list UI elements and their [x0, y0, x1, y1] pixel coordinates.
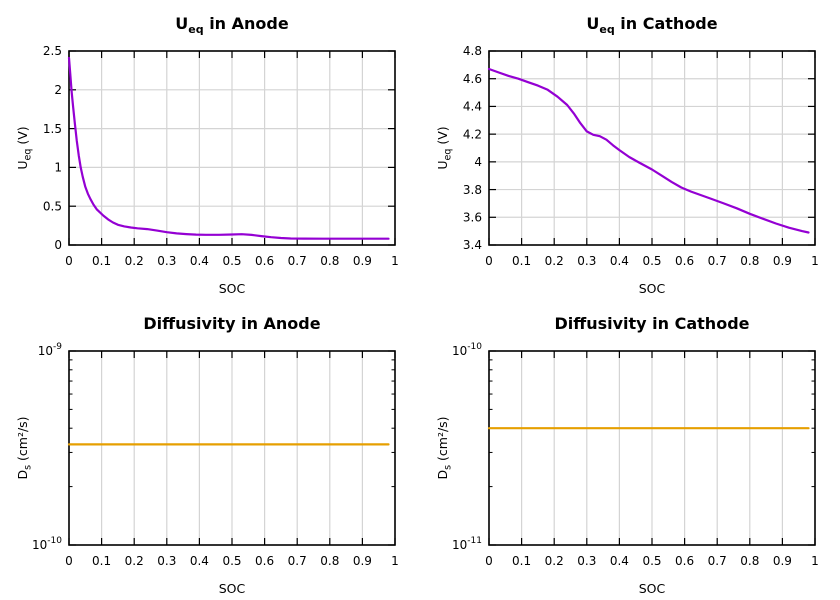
svg-text:4.4: 4.4: [463, 100, 482, 114]
svg-text:0.5: 0.5: [222, 554, 241, 568]
svg-text:0.7: 0.7: [288, 254, 307, 268]
svg-text:4.6: 4.6: [463, 72, 482, 86]
diffusivity-anode-plot-canvas: 0 0.1 0.2 0.3 0.4 0.5 0.6 0.7 0.8 0.9 1 10-10 10-9: [32, 342, 399, 568]
svg-text:1: 1: [391, 554, 399, 568]
svg-text:0: 0: [485, 554, 493, 568]
svg-text:0.4: 0.4: [610, 554, 629, 568]
svg-text:4: 4: [474, 155, 482, 169]
subplot-diffusivity-anode: 0 0.1 0.2 0.3 0.4 0.5 0.6 0.7 0.8 0.9 1 10-10 10-9 D…: [0, 300, 420, 600]
svg-text:0.1: 0.1: [92, 554, 111, 568]
ueq-anode-x-axis-label: SOC: [218, 281, 246, 296]
svg-text:0.4: 0.4: [190, 254, 209, 268]
svg-text:0.3: 0.3: [157, 254, 176, 268]
svg-text:0.4: 0.4: [610, 254, 629, 268]
svg-text:0.6: 0.6: [675, 554, 694, 568]
svg-text:1: 1: [811, 554, 819, 568]
svg-text:1: 1: [391, 254, 399, 268]
svg-text:0.2: 0.2: [125, 254, 144, 268]
svg-text:0: 0: [65, 554, 73, 568]
svg-text:1: 1: [811, 254, 819, 268]
svg-text:0.5: 0.5: [642, 254, 661, 268]
ueq-anode-title: Ueq in Anode: [175, 14, 289, 37]
svg-text:0.1: 0.1: [512, 254, 531, 268]
svg-text:0.9: 0.9: [773, 254, 792, 268]
svg-text:0.9: 0.9: [353, 554, 372, 568]
subplot-ueq-cathode: 0 0.1 0.2 0.3 0.4 0.5 0.6 0.7 0.8 0.9 1 3.4 3.6 3.8 4 4…: [420, 0, 840, 300]
ueq-cathode-y-axis-label: Ueq (V): [434, 126, 454, 170]
svg-text:0: 0: [54, 238, 62, 252]
svg-text:10-9: 10-9: [38, 342, 63, 358]
svg-text:0.3: 0.3: [157, 554, 176, 568]
svg-text:2.5: 2.5: [43, 44, 62, 58]
svg-text:0.5: 0.5: [642, 554, 661, 568]
ueq-anode-y-axis-label: Ueq (V): [14, 126, 34, 170]
svg-text:0.3: 0.3: [577, 554, 596, 568]
svg-text:0: 0: [65, 254, 73, 268]
svg-text:0.2: 0.2: [545, 554, 564, 568]
svg-text:0.9: 0.9: [773, 554, 792, 568]
svg-text:0.3: 0.3: [577, 254, 596, 268]
svg-text:0.4: 0.4: [190, 554, 209, 568]
svg-text:10-11: 10-11: [452, 536, 482, 552]
ueq-cathode-x-axis-label: SOC: [638, 281, 666, 296]
svg-text:2: 2: [54, 83, 62, 97]
svg-text:3.4: 3.4: [463, 238, 482, 252]
svg-text:4.2: 4.2: [463, 127, 482, 141]
svg-text:0.1: 0.1: [512, 554, 531, 568]
svg-text:1.5: 1.5: [43, 122, 62, 136]
svg-text:10-10: 10-10: [452, 342, 482, 358]
diffusivity-cathode-y-axis-label: Ds (cm²/s): [434, 416, 454, 480]
svg-text:0.7: 0.7: [708, 254, 727, 268]
svg-text:3.6: 3.6: [463, 211, 482, 225]
diffusivity-cathode-plot-canvas: 0 0.1 0.2 0.3 0.4 0.5 0.6 0.7 0.8 0.9 1 10-11 10-10: [452, 342, 819, 568]
svg-text:1: 1: [54, 161, 62, 175]
diffusivity-anode-x-axis-label: SOC: [218, 581, 246, 596]
svg-text:0.7: 0.7: [708, 554, 727, 568]
svg-text:0.6: 0.6: [255, 254, 274, 268]
svg-text:0.5: 0.5: [222, 254, 241, 268]
svg-text:4.8: 4.8: [463, 44, 482, 58]
svg-text:0: 0: [485, 254, 493, 268]
svg-text:0.5: 0.5: [43, 199, 62, 213]
subplot-diffusivity-cathode: 0 0.1 0.2 0.3 0.4 0.5 0.6 0.7 0.8 0.9 1 10-11 10-10 …: [420, 300, 840, 600]
ueq-anode-plot-canvas: 0 0.1 0.2 0.3 0.4 0.5 0.6 0.7 0.8 0.9 1 0 0.5 1 1.5 2 2.…: [43, 44, 399, 268]
svg-text:0.8: 0.8: [320, 254, 339, 268]
ueq-cathode-plot-canvas: 0 0.1 0.2 0.3 0.4 0.5 0.6 0.7 0.8 0.9 1 3.4 3.6 3.8 4 4…: [463, 44, 819, 268]
diffusivity-anode-title: Diffusivity in Anode: [143, 314, 321, 333]
diffusivity-cathode-title: Diffusivity in Cathode: [554, 314, 750, 333]
subplot-ueq-anode: 0 0.1 0.2 0.3 0.4 0.5 0.6 0.7 0.8 0.9 1 0 0.5 1 1.5 2 2.…: [0, 0, 420, 300]
svg-text:0.6: 0.6: [255, 554, 274, 568]
svg-text:0.1: 0.1: [92, 254, 111, 268]
svg-text:0.7: 0.7: [288, 554, 307, 568]
svg-text:0.2: 0.2: [125, 554, 144, 568]
svg-text:0.8: 0.8: [740, 554, 759, 568]
ueq-cathode-title: Ueq in Cathode: [586, 14, 718, 37]
svg-text:0.2: 0.2: [545, 254, 564, 268]
svg-text:0.9: 0.9: [353, 254, 372, 268]
svg-text:0.8: 0.8: [740, 254, 759, 268]
svg-text:0.6: 0.6: [675, 254, 694, 268]
diffusivity-anode-y-axis-label: Ds (cm²/s): [14, 416, 34, 480]
diffusivity-cathode-x-axis-label: SOC: [638, 581, 666, 596]
svg-text:3.8: 3.8: [463, 183, 482, 197]
svg-text:0.8: 0.8: [320, 554, 339, 568]
svg-text:10-10: 10-10: [32, 536, 62, 552]
